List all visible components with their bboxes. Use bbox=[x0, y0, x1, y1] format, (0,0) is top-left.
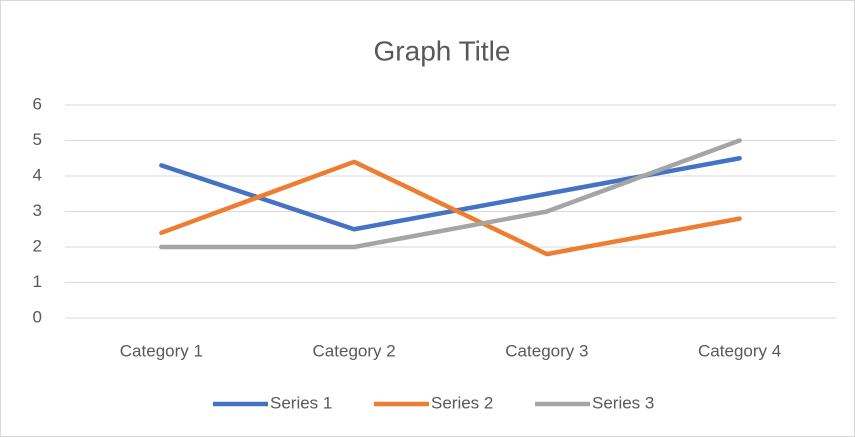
y-tick-label: 0 bbox=[33, 307, 42, 326]
x-tick-label: Category 4 bbox=[698, 341, 781, 360]
y-tick-label: 5 bbox=[33, 130, 42, 149]
x-tick-label: Category 1 bbox=[120, 341, 203, 360]
series-line bbox=[159, 159, 742, 257]
legend-label: Series 3 bbox=[592, 393, 654, 412]
series-line bbox=[159, 138, 742, 250]
legend-label: Series 2 bbox=[431, 393, 493, 412]
legend-label: Series 1 bbox=[270, 393, 332, 412]
x-tick-label: Category 2 bbox=[313, 341, 396, 360]
y-tick-label: 3 bbox=[33, 201, 42, 220]
y-tick-label: 2 bbox=[33, 236, 42, 255]
x-tick-label: Category 3 bbox=[505, 341, 588, 360]
y-tick-label: 6 bbox=[33, 94, 42, 113]
y-tick-label: 1 bbox=[33, 272, 42, 291]
chart-title: Graph Title bbox=[374, 35, 511, 66]
y-tick-label: 4 bbox=[33, 165, 42, 184]
